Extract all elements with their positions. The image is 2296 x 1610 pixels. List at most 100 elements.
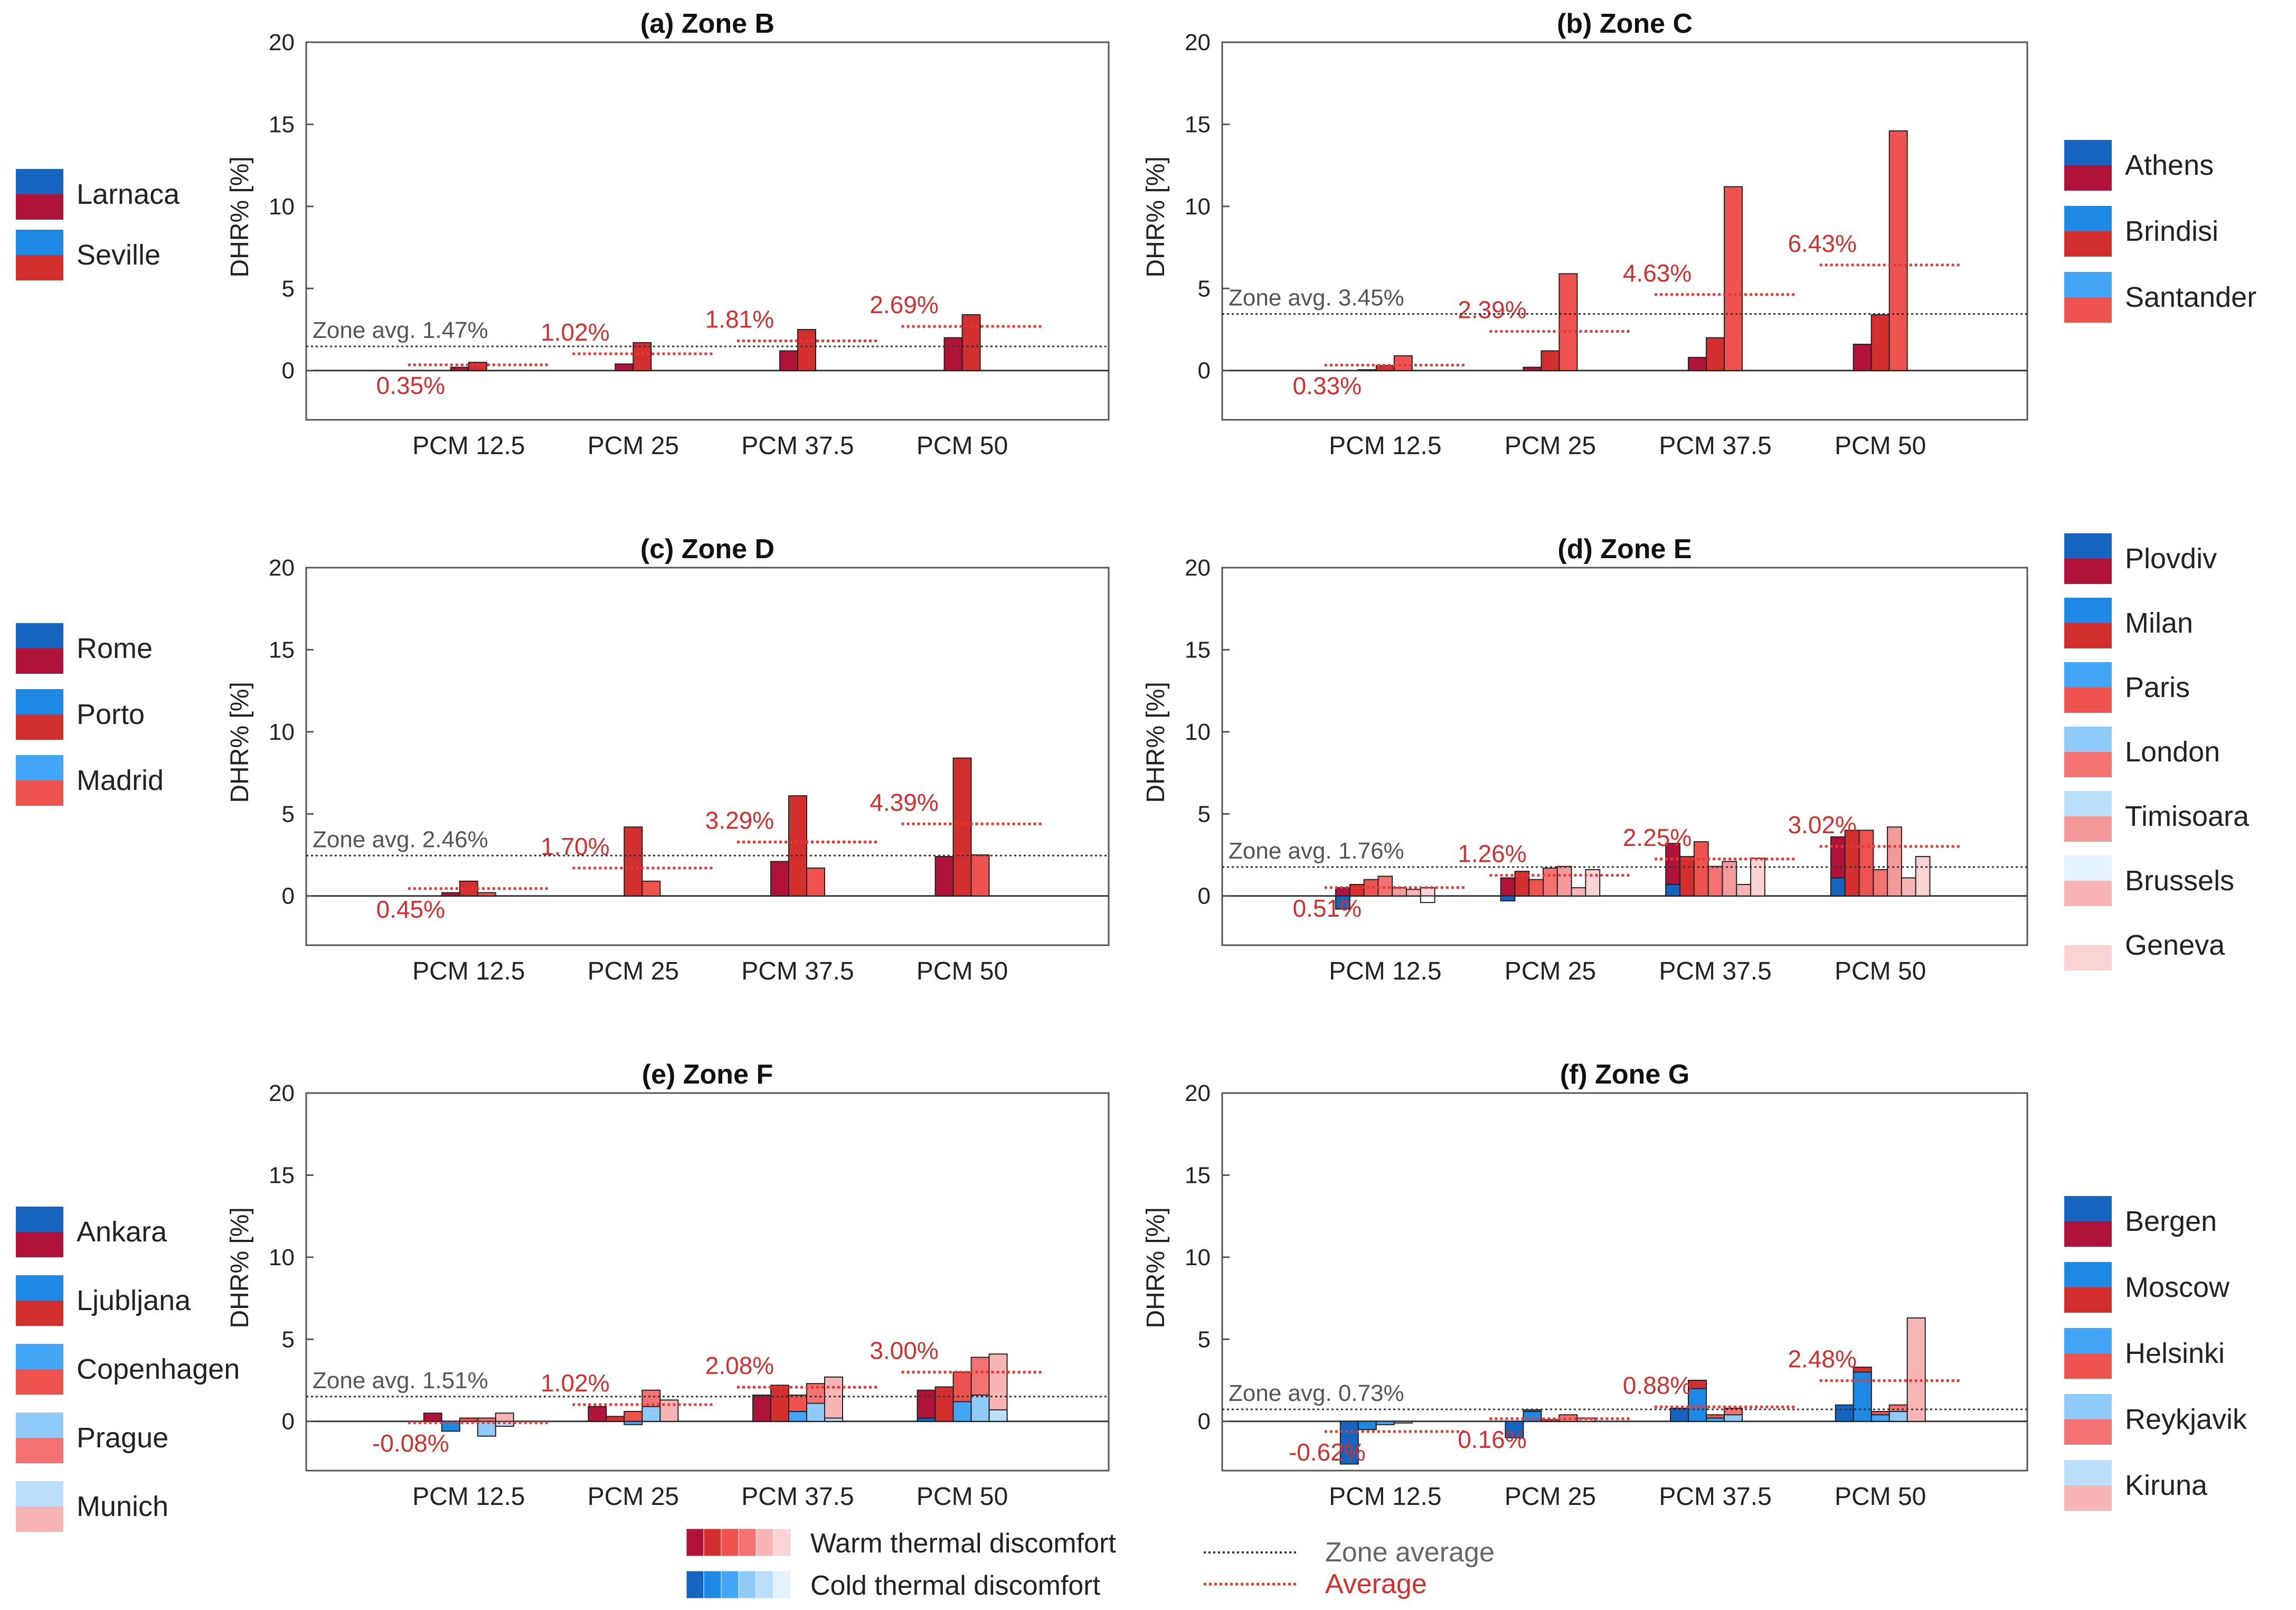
bar-warm-seville (961, 314, 981, 371)
legend-cold-swatch (703, 1570, 722, 1599)
legend-swatch-cold (16, 1481, 63, 1507)
y-axis-label: DHR% [%] (1142, 682, 1170, 803)
legend-city-geneva: Geneva (2125, 929, 2225, 961)
y-tick-label: 0 (282, 1409, 295, 1435)
bar-cold-plovdiv (1665, 883, 1681, 897)
bar-cold-moscow (1688, 1388, 1707, 1422)
bar-warm-seville (797, 329, 816, 371)
bar-warm-brussels (1406, 889, 1421, 897)
y-tick-label: 15 (1185, 111, 1211, 137)
legend-swatch-warm (16, 1369, 63, 1395)
y-tick-label: 15 (1185, 637, 1211, 663)
legend-city-brussels: Brussels (2125, 865, 2234, 897)
chart-title: (f) Zone G (1560, 1059, 1690, 1090)
legend-swatch-warm (2064, 945, 2112, 971)
y-axis-label: DHR% [%] (226, 1207, 254, 1328)
bar-warm-kiruna (1906, 1317, 1926, 1422)
bar-cold-reykjavik (1393, 1420, 1413, 1424)
bar-warm-geneva (1915, 856, 1931, 897)
legend-swatch-cold (16, 1344, 63, 1369)
y-tick-label: 15 (269, 111, 295, 137)
chart-title: (c) Zone D (640, 534, 774, 564)
bar-cold-helsinki (1375, 1420, 1395, 1425)
bar-cold-copenhagen (788, 1411, 807, 1422)
legend-swatch-warm (2064, 1287, 2112, 1313)
y-tick-label: 20 (269, 555, 295, 581)
y-tick-label: 10 (1185, 194, 1211, 220)
bar-warm-porto (623, 826, 643, 897)
x-tick-label: PCM 50 (916, 432, 1008, 460)
legend-swatch-cold (2064, 206, 2112, 231)
average-label: 4.63% (1623, 259, 1692, 287)
y-axis-label: DHR% [%] (1142, 156, 1170, 277)
bottom-legend: Warm thermal discomfort Cold thermal disc… (686, 1528, 1495, 1601)
chart-panel-6: 0 5 10 15 20 DHR% [%] (f) Zone G PCM 12.5 -0.62%… (1142, 1059, 2247, 1511)
legend-cold-swatch (686, 1570, 704, 1599)
average-label: 3.29% (705, 806, 774, 834)
bar-warm-paris (1363, 879, 1379, 897)
legend-warm-swatch (755, 1528, 774, 1557)
chart-panel-4: 0 5 10 15 20 DHR% [%] (d) Zone E PCM 12.5 0.51% P… (1142, 533, 2250, 985)
bar-warm-timisoara (1722, 861, 1737, 897)
legend-city-athens: Athens (2125, 149, 2214, 181)
bar-cold-ankara (916, 1417, 936, 1422)
legend-swatch-cold (2064, 272, 2112, 297)
x-tick-label: PCM 37.5 (1659, 432, 1771, 460)
bar-warm-porto (788, 795, 807, 897)
y-tick-label: 10 (269, 194, 295, 220)
bar-cold-geneva (1420, 895, 1435, 903)
bar-warm-ljubljana (934, 1386, 954, 1422)
y-tick-label: 20 (269, 1080, 295, 1106)
legend-warm-swatch (686, 1528, 704, 1557)
y-axis-label: DHR% [%] (1142, 1207, 1170, 1328)
legend-swatch-cold (2064, 1328, 2112, 1353)
bar-cold-reykjavik (1724, 1414, 1743, 1422)
legend-swatch-warm (2064, 752, 2112, 777)
legend-swatch-warm (2064, 688, 2112, 713)
average-label: 2.48% (1788, 1345, 1856, 1373)
bar-warm-london (1377, 875, 1393, 897)
x-tick-label: PCM 12.5 (1329, 432, 1441, 460)
bar-warm-plovdiv (1500, 877, 1516, 897)
bar-warm-santander (1393, 355, 1413, 371)
city-legend: Ankara Ljubljana Copenhagen Prague Munich (16, 1207, 240, 1532)
bar-warm-timisoara (1887, 826, 1902, 897)
bar-cold-plovdiv (1335, 895, 1350, 910)
legend-city-larnaca: Larnaca (77, 178, 180, 210)
chart-title: (d) Zone E (1557, 534, 1692, 564)
legend-swatch-warm (16, 1301, 63, 1326)
bar-warm-milan (1679, 856, 1695, 897)
average-label: 2.39% (1458, 296, 1526, 323)
legend-city-copenhagen: Copenhagen (77, 1353, 240, 1385)
bar-warm-munich (659, 1399, 679, 1422)
legend-city-porto: Porto (77, 699, 145, 730)
y-tick-label: 5 (282, 1326, 295, 1352)
chart-title: (b) Zone C (1557, 8, 1693, 39)
legend-swatch-cold (2064, 598, 2112, 623)
average-label: 3.02% (1788, 811, 1856, 839)
legend-swatch-warm (2064, 623, 2112, 648)
bar-cold-plovdiv (1830, 877, 1846, 897)
y-tick-label: 20 (1185, 555, 1211, 581)
legend-zone-average-label: Zone average (1325, 1537, 1495, 1568)
bar-warm-brindisi (1706, 337, 1725, 371)
bar-cold-bergen (1339, 1420, 1359, 1465)
y-tick-label: 5 (282, 801, 295, 827)
zone-average-label: Zone avg. 1.76% (1229, 838, 1404, 864)
bar-warm-madrid (477, 892, 496, 897)
bar-warm-ankara (588, 1406, 607, 1422)
bar-warm-brussels (1901, 877, 1916, 897)
bar-cold-prague (970, 1395, 990, 1422)
average-label: 3.00% (870, 1336, 938, 1364)
y-tick-label: 0 (282, 883, 295, 909)
y-tick-label: 10 (269, 1245, 295, 1270)
bar-warm-porto (952, 757, 972, 897)
bar-cold-bergen (1835, 1404, 1854, 1422)
bar-cold-munich (824, 1417, 843, 1422)
x-tick-label: PCM 25 (1505, 1483, 1596, 1511)
bar-warm-ankara (916, 1389, 936, 1422)
average-label: 2.08% (705, 1352, 774, 1379)
legend-swatch-warm (2064, 1485, 2112, 1511)
legend-city-kiruna: Kiruna (2125, 1470, 2208, 1501)
